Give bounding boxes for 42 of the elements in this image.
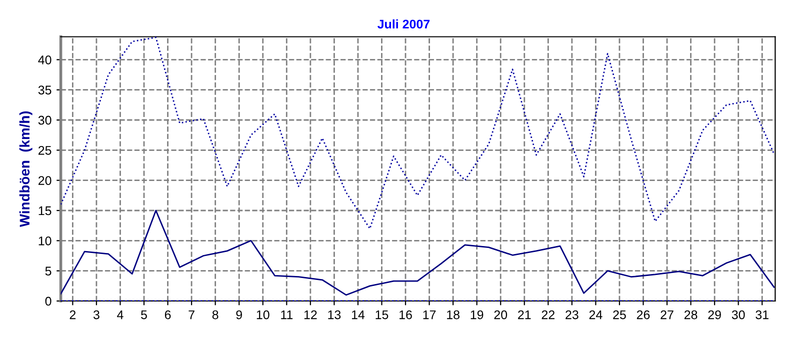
x-tick-label: 21 [518,310,531,320]
y-tick-label: 20 [38,176,52,185]
x-tick-label: 13 [328,310,341,320]
x-tick-label: 24 [589,310,602,320]
line-series [60,210,775,296]
x-tick-label: 20 [494,310,508,320]
x-tick-label: 16 [400,310,412,320]
y-tick-label: 30 [38,116,52,125]
x-tick-label: 2 [70,310,76,320]
x-tick-label: 9 [236,310,242,320]
x-tick-label: 6 [164,310,171,320]
x-tick-label: 12 [304,310,317,320]
chart-title: Juli 2007 [377,19,430,29]
x-tick-label: 4 [117,310,124,320]
x-tick-label: 11 [281,310,293,320]
y-tick-label: 25 [38,146,52,155]
x-tick-label: 3 [93,310,100,320]
x-tick-label: 23 [566,310,578,320]
x-tick-label: 29 [708,310,721,320]
x-tick-label: 19 [470,310,484,320]
x-tick-label: 8 [212,310,218,320]
y-tick-label: 15 [38,206,52,216]
x-tick-label: 31 [756,310,768,320]
x-tick-label: 18 [447,310,460,320]
x-tick-label: 7 [188,310,194,320]
y-tick-label: 10 [38,236,52,246]
x-tick-label: 28 [684,310,698,320]
x-tick-label: 25 [613,310,626,320]
x-tick-label: 22 [542,310,554,320]
x-tick-label: 14 [352,310,365,320]
x-tick-label: 30 [732,310,745,320]
x-tick-label: 15 [376,310,388,320]
y-axis-title: Windböen (km/h) [19,111,32,228]
y-tick-label: 0 [45,296,52,306]
x-tick-label: 17 [423,310,436,320]
y-tick-label: 35 [38,86,52,94]
y-tick-label: 5 [45,266,52,276]
x-tick-label: 26 [636,310,650,320]
x-tick-label: 27 [660,310,674,320]
y-tick-label: 40 [38,55,52,64]
x-tick-label: 10 [256,310,270,320]
x-tick-label: 5 [141,310,147,320]
